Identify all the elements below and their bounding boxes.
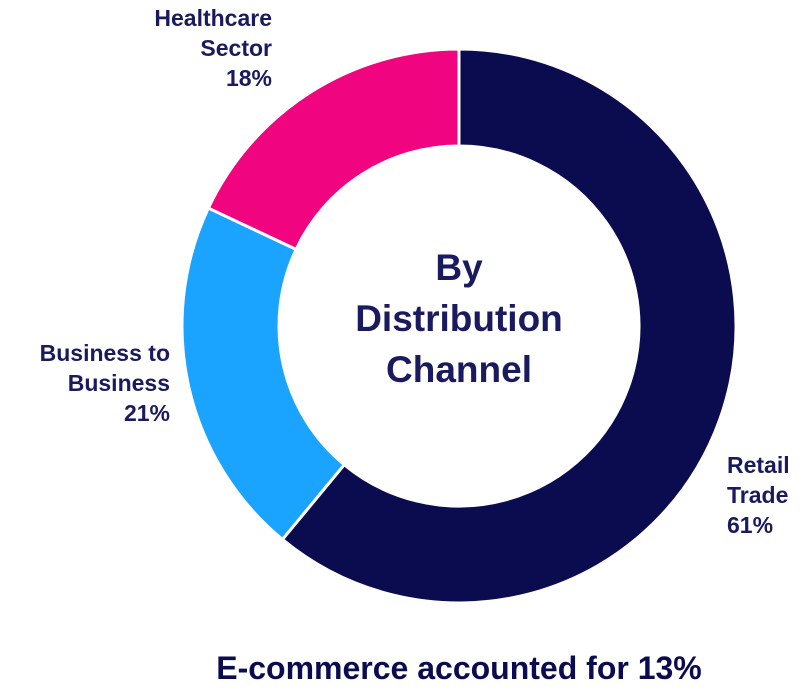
slice-label: Retail Trade 61% bbox=[727, 450, 807, 540]
value-label: 21% bbox=[123, 400, 170, 426]
category-label: Business to Business bbox=[39, 340, 170, 396]
slice-label: Healthcare Sector 18% bbox=[100, 3, 272, 93]
slice bbox=[206, 47, 461, 252]
annotation: E-commerce accounted for 13% bbox=[216, 650, 702, 686]
chart-title: By Distribution Channel bbox=[355, 247, 563, 390]
slice-label: Business to Business 21% bbox=[20, 338, 170, 428]
slice bbox=[180, 206, 347, 542]
category-label: Healthcare Sector bbox=[154, 5, 272, 61]
category-label: Retail Trade bbox=[727, 452, 790, 508]
slice bbox=[280, 47, 738, 605]
value-label: 18% bbox=[225, 65, 272, 91]
value-label: 61% bbox=[727, 512, 774, 538]
